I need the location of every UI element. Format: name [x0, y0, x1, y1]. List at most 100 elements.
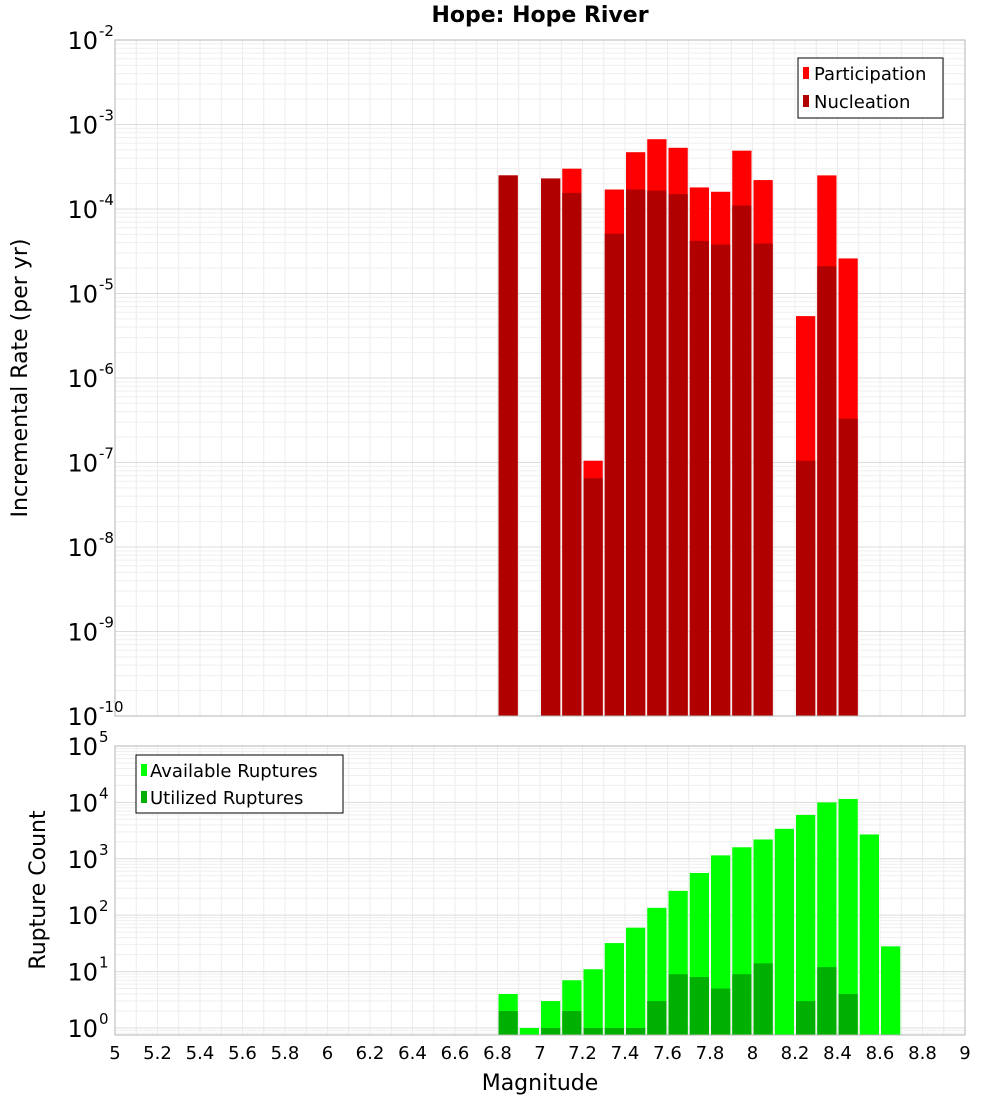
bar-utilized-ruptures	[541, 1027, 561, 1035]
y-tick-label: 10	[67, 534, 98, 562]
y-tick-exponent: -8	[99, 529, 114, 547]
bar-utilized-ruptures	[668, 974, 688, 1035]
bar-available-ruptures	[838, 798, 858, 1035]
bar-nucleation	[668, 194, 688, 716]
y-tick-exponent: 3	[99, 841, 109, 859]
bar-available-ruptures	[796, 814, 816, 1035]
x-tick-label: 7.4	[611, 1043, 640, 1064]
bar-nucleation	[753, 243, 773, 716]
bar-nucleation	[583, 478, 603, 716]
top-legend: Participation Nucleation	[797, 57, 944, 119]
x-ticks: 5 5.2 5.4 5.6 5.8 6 6.2 6.4 6.6 6.8 7 7.2 7.4 7.6 7.8 8…	[109, 1043, 970, 1064]
y-tick-label: 10	[67, 902, 98, 930]
bar-utilized-ruptures	[626, 1027, 646, 1035]
x-tick-label: 5.4	[186, 1043, 215, 1064]
bar-utilized-ruptures	[838, 994, 858, 1035]
y-tick-label: 10	[67, 365, 98, 393]
y-tick-exponent: 0	[99, 1010, 109, 1028]
y-tick-label: 10	[67, 112, 98, 140]
y-tick-label: 10	[67, 733, 98, 761]
x-tick-label: 8.4	[823, 1043, 852, 1064]
x-tick-label: 5	[109, 1043, 120, 1064]
x-tick-label: 5.8	[271, 1043, 300, 1064]
y-tick-exponent: -7	[99, 445, 114, 463]
legend-available-swatch	[141, 764, 147, 776]
y-tick-exponent: -2	[99, 22, 114, 40]
y-tick-label: 10	[67, 1015, 98, 1043]
x-axis-label: Magnitude	[482, 1071, 599, 1096]
y-tick-exponent: -9	[99, 614, 114, 632]
x-tick-label: 8.6	[866, 1043, 895, 1064]
x-tick-label: 8.8	[908, 1043, 937, 1064]
y-tick-exponent: -4	[99, 191, 114, 209]
bar-utilized-ruptures	[604, 1027, 624, 1035]
bar-nucleation	[732, 205, 752, 716]
top-plot-border	[114, 39, 966, 717]
top-legend-box	[797, 57, 944, 119]
bar-nucleation	[796, 460, 816, 716]
legend-participation-swatch	[803, 67, 809, 79]
bar-utilized-ruptures	[498, 1010, 518, 1035]
bottom-bars	[498, 798, 901, 1035]
y-tick-exponent: -5	[99, 276, 114, 294]
y-tick-label: 10	[67, 196, 98, 224]
y-tick-exponent: -10	[99, 698, 124, 716]
top-grid	[114, 39, 966, 717]
x-tick-label: 8	[747, 1043, 758, 1064]
bar-utilized-ruptures	[689, 977, 709, 1035]
legend-utilized-label: Utilized Ruptures	[150, 788, 303, 809]
x-tick-label: 6	[322, 1043, 333, 1064]
y-tick-label: 10	[67, 27, 98, 55]
y-tick-exponent: -6	[99, 360, 114, 378]
x-tick-label: 6.2	[356, 1043, 385, 1064]
bar-available-ruptures	[583, 969, 603, 1035]
bar-utilized-ruptures	[647, 1001, 667, 1035]
y-tick-label: 10	[67, 619, 98, 647]
top-y-axis-label: Incremental Rate (per yr)	[8, 239, 33, 518]
bar-utilized-ruptures	[711, 988, 731, 1035]
y-tick-label: 10	[67, 846, 98, 874]
legend-participation-label: Participation	[814, 64, 926, 85]
bar-available-ruptures	[626, 927, 646, 1035]
bar-nucleation	[562, 192, 582, 716]
y-tick-exponent: 1	[99, 954, 109, 972]
x-tick-label: 7	[534, 1043, 545, 1064]
bar-utilized-ruptures	[753, 963, 773, 1035]
y-tick-label: 10	[67, 450, 98, 478]
bar-nucleation	[626, 189, 646, 716]
bar-nucleation	[838, 418, 858, 716]
bar-utilized-ruptures	[583, 1027, 603, 1035]
legend-nucleation-swatch	[803, 95, 809, 107]
x-tick-label: 5.6	[228, 1043, 257, 1064]
y-tick-label: 10	[67, 959, 98, 987]
bottom-plot-border	[114, 745, 966, 1036]
bar-nucleation	[604, 233, 624, 716]
x-tick-label: 5.2	[143, 1043, 172, 1064]
y-tick-exponent: 2	[99, 897, 109, 915]
bottom-legend-box	[135, 754, 344, 814]
x-tick-label: 6.6	[441, 1043, 470, 1064]
legend-utilized-swatch	[141, 791, 147, 803]
bar-utilized-ruptures	[796, 1001, 816, 1035]
bar-available-ruptures	[881, 946, 901, 1035]
x-tick-label: 7.6	[653, 1043, 682, 1064]
y-tick-exponent: 5	[99, 728, 109, 746]
bar-nucleation	[689, 240, 709, 716]
bar-nucleation	[647, 190, 667, 716]
y-tick-label: 10	[67, 703, 98, 731]
bar-nucleation	[817, 266, 837, 716]
y-tick-exponent: -3	[99, 107, 114, 125]
bar-utilized-ruptures	[732, 974, 752, 1035]
bar-available-ruptures	[859, 834, 879, 1035]
x-tick-label: 8.2	[781, 1043, 810, 1064]
bar-available-ruptures	[604, 943, 624, 1035]
x-tick-label: 7.8	[696, 1043, 725, 1064]
top-bars	[498, 139, 858, 717]
bar-available-ruptures	[774, 828, 794, 1035]
bottom-grid	[114, 745, 966, 1035]
bar-utilized-ruptures	[817, 967, 837, 1035]
